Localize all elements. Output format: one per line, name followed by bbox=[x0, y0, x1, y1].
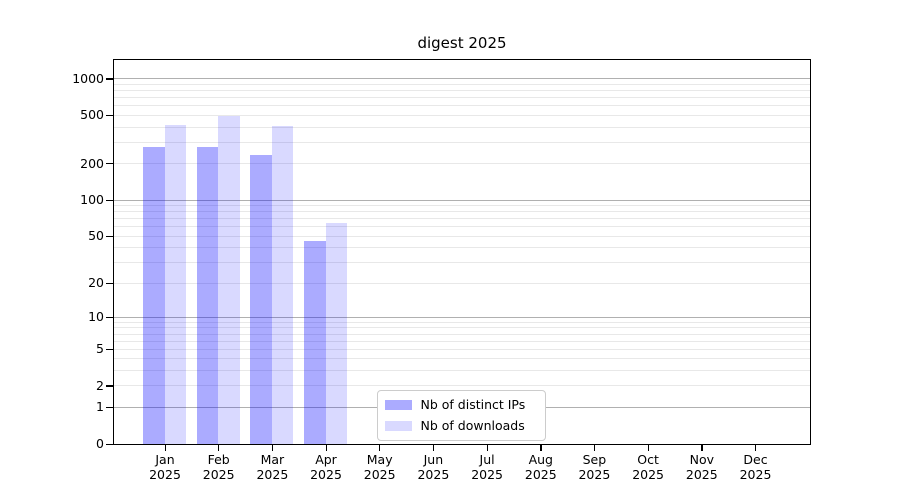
x-tick-mark bbox=[218, 444, 220, 451]
gridline bbox=[114, 141, 810, 143]
x-tick-mark bbox=[164, 444, 166, 451]
y-tick-label: 20 bbox=[88, 275, 104, 291]
bar-feb-s1 bbox=[218, 115, 240, 444]
y-tick-mark bbox=[106, 316, 114, 319]
y-tick-label: 1 bbox=[96, 399, 104, 415]
bar-feb-s0 bbox=[196, 147, 219, 444]
y-tick-mark bbox=[106, 443, 114, 445]
y-tick-mark bbox=[106, 78, 114, 80]
x-tick-mark bbox=[647, 444, 649, 451]
y-tick-label: 5 bbox=[96, 341, 104, 357]
gridline bbox=[114, 370, 810, 372]
legend-swatch-downloads bbox=[384, 420, 412, 431]
y-tick-mark bbox=[106, 235, 114, 237]
gridline bbox=[114, 321, 810, 323]
legend-swatch-distinct-ips bbox=[384, 399, 412, 410]
y-tick-mark bbox=[106, 385, 114, 387]
bar-apr-s0 bbox=[304, 241, 326, 444]
y-tick-mark bbox=[106, 114, 114, 117]
legend: Nb of distinct IPs Nb of downloads bbox=[376, 389, 546, 441]
x-tick-mark bbox=[755, 444, 757, 451]
gridline bbox=[114, 333, 810, 335]
x-tick-label-aug: Aug 2025 bbox=[524, 452, 557, 482]
x-tick-label-feb: Feb 2025 bbox=[202, 452, 235, 482]
bar-mar-s0 bbox=[250, 154, 272, 444]
x-tick-label-apr: Apr 2025 bbox=[310, 452, 342, 482]
gridline bbox=[114, 163, 810, 165]
gridline bbox=[114, 226, 810, 228]
gridline bbox=[114, 235, 810, 237]
legend-entry-downloads: Nb of downloads bbox=[384, 417, 535, 435]
gridline bbox=[114, 385, 810, 387]
gridline bbox=[114, 211, 810, 213]
gridline bbox=[114, 205, 810, 207]
bar-apr-s1 bbox=[325, 223, 347, 444]
x-tick-mark bbox=[271, 444, 274, 451]
gridline bbox=[114, 90, 810, 92]
gridline bbox=[114, 114, 810, 116]
y-tick-label: 500 bbox=[80, 107, 104, 123]
gridline bbox=[114, 218, 810, 220]
legend-label-downloads: Nb of downloads bbox=[420, 418, 525, 433]
y-tick-label: 10 bbox=[88, 309, 104, 325]
y-tick-label: 200 bbox=[80, 155, 104, 171]
x-tick-mark bbox=[593, 444, 596, 451]
y-tick-mark bbox=[106, 348, 114, 351]
gridline bbox=[114, 105, 810, 107]
gridline bbox=[114, 282, 810, 284]
x-tick-mark bbox=[379, 444, 381, 451]
x-tick-mark bbox=[486, 444, 488, 451]
y-tick-label: 2 bbox=[96, 377, 104, 393]
gridline bbox=[114, 97, 810, 99]
x-tick-label-jul: Jul 2025 bbox=[471, 452, 503, 482]
y-tick-label: 100 bbox=[80, 192, 104, 208]
plot-area: Nb of distinct IPs Nb of downloads bbox=[113, 59, 811, 445]
x-tick-mark bbox=[432, 444, 435, 451]
gridline bbox=[114, 199, 810, 201]
gridline bbox=[114, 83, 810, 85]
x-tick-label-sep: Sep 2025 bbox=[578, 452, 611, 482]
x-tick-label-jan: Jan 2025 bbox=[149, 452, 181, 482]
x-tick-label-may: May 2025 bbox=[363, 452, 396, 482]
y-tick-mark bbox=[106, 282, 114, 284]
bar-jan-s0 bbox=[143, 146, 165, 444]
y-tick-label: 0 bbox=[96, 436, 104, 451]
gridline bbox=[114, 340, 810, 342]
y-tick-label: 50 bbox=[88, 228, 104, 244]
x-tick-mark bbox=[701, 444, 703, 451]
legend-label-distinct-ips: Nb of distinct IPs bbox=[420, 397, 526, 412]
x-tick-mark bbox=[325, 444, 327, 451]
y-tick-mark bbox=[106, 163, 114, 165]
x-tick-label-oct: Oct 2025 bbox=[632, 452, 664, 482]
bar-jan-s1 bbox=[164, 125, 186, 444]
x-tick-label-mar: Mar 2025 bbox=[256, 452, 289, 482]
bar-mar-s1 bbox=[271, 126, 294, 444]
gridline bbox=[114, 262, 810, 263]
gridline bbox=[114, 327, 810, 329]
legend-entry-distinct-ips: Nb of distinct IPs bbox=[384, 396, 535, 414]
gridline bbox=[114, 358, 810, 360]
gridline bbox=[114, 348, 810, 350]
x-tick-mark bbox=[540, 444, 542, 451]
y-tick-label: 1000 bbox=[72, 70, 104, 86]
gridline bbox=[114, 247, 810, 249]
x-tick-label-dec: Dec 2025 bbox=[739, 452, 772, 482]
chart-title: digest 2025 bbox=[417, 34, 507, 52]
gridline bbox=[114, 78, 810, 80]
y-tick-mark bbox=[106, 199, 114, 201]
x-tick-label-nov: Nov 2025 bbox=[685, 452, 718, 482]
gridline bbox=[114, 126, 810, 128]
x-tick-label-jun: Jun 2025 bbox=[417, 452, 450, 482]
gridline bbox=[114, 316, 810, 318]
y-tick-mark bbox=[106, 406, 114, 409]
